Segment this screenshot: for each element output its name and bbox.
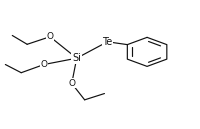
Text: O: O — [40, 60, 47, 69]
Text: O: O — [68, 79, 75, 88]
Text: Te: Te — [102, 37, 112, 47]
Text: O: O — [46, 32, 53, 41]
Text: Si: Si — [72, 53, 81, 63]
